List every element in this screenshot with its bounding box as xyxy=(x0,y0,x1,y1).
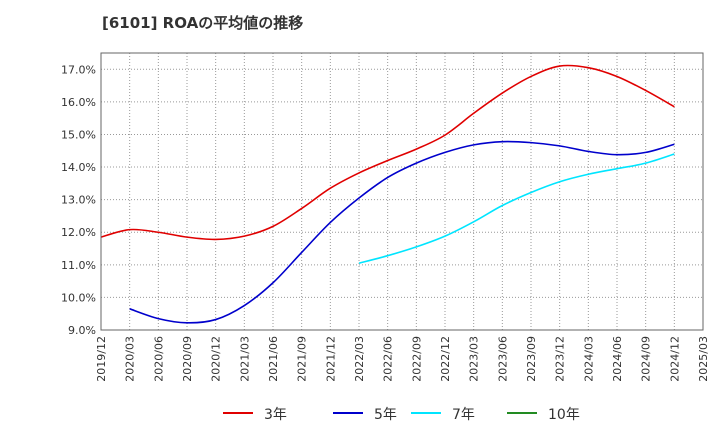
y-tick-label: 12.0% xyxy=(61,226,96,239)
x-tick-label: 2025/03 xyxy=(697,336,710,382)
x-tick-label: 2023/06 xyxy=(496,336,509,382)
x-tick-label: 2023/09 xyxy=(525,336,538,382)
y-tick-label: 17.0% xyxy=(61,63,96,76)
series-layer xyxy=(100,64,675,324)
x-tick-label: 2022/09 xyxy=(410,336,423,382)
x-tick-label: 2024/09 xyxy=(640,336,653,382)
x-tick-label: 2019/12 xyxy=(95,336,108,382)
x-tick-label: 2020/12 xyxy=(210,336,223,382)
x-axis: 2019/12 2020/03 2020/06 2020/09 2020/12 2021/… xyxy=(95,336,710,382)
x-tick-label: 2023/03 xyxy=(468,336,481,382)
y-axis: 9.0% 10.0% 11.0% 12.0% 13.0% 14.0% 15.0% 16.0% 1… xyxy=(61,63,96,337)
legend: 3年 5年 7年 10年 xyxy=(223,407,580,423)
grid-layer xyxy=(100,53,704,331)
x-tick-label: 2022/03 xyxy=(353,336,366,382)
y-tick-label: 16.0% xyxy=(61,96,96,109)
y-tick-label: 13.0% xyxy=(61,194,96,207)
plot-border xyxy=(100,52,704,331)
x-tick-label: 2023/12 xyxy=(554,336,567,382)
x-tick-label: 2020/03 xyxy=(124,336,137,382)
series-line-2 xyxy=(358,153,675,264)
legend-item-1: 5年 xyxy=(333,407,397,423)
y-tick-label: 10.0% xyxy=(61,291,96,304)
x-tick-label: 2021/09 xyxy=(296,336,309,382)
legend-item-2: 7年 xyxy=(411,407,475,423)
x-tick-label: 2022/12 xyxy=(439,336,452,382)
x-tick-label: 2021/12 xyxy=(324,336,337,382)
legend-item-3: 10年 xyxy=(507,407,580,423)
y-tick-label: 14.0% xyxy=(61,161,96,174)
legend-label: 7年 xyxy=(452,407,475,423)
x-tick-label: 2020/09 xyxy=(181,336,194,382)
x-tick-label: 2020/06 xyxy=(152,336,165,382)
x-tick-label: 2022/06 xyxy=(382,336,395,382)
legend-item-0: 3年 xyxy=(223,407,287,423)
x-tick-label: 2024/06 xyxy=(611,336,624,382)
x-tick-label: 2024/03 xyxy=(582,336,595,382)
x-tick-label: 2021/03 xyxy=(238,336,251,382)
legend-label: 5年 xyxy=(374,407,397,423)
x-tick-label: 2021/06 xyxy=(267,336,280,382)
y-tick-label: 15.0% xyxy=(61,128,96,141)
y-tick-label: 11.0% xyxy=(61,259,96,272)
chart-title: [6101] ROAの平均値の推移 xyxy=(102,14,304,32)
series-line-0 xyxy=(100,64,675,241)
y-tick-label: 9.0% xyxy=(68,324,96,337)
legend-label: 10年 xyxy=(548,407,580,423)
series-line-1 xyxy=(129,140,675,324)
x-tick-label: 2024/12 xyxy=(668,336,681,382)
legend-label: 3年 xyxy=(264,407,287,423)
